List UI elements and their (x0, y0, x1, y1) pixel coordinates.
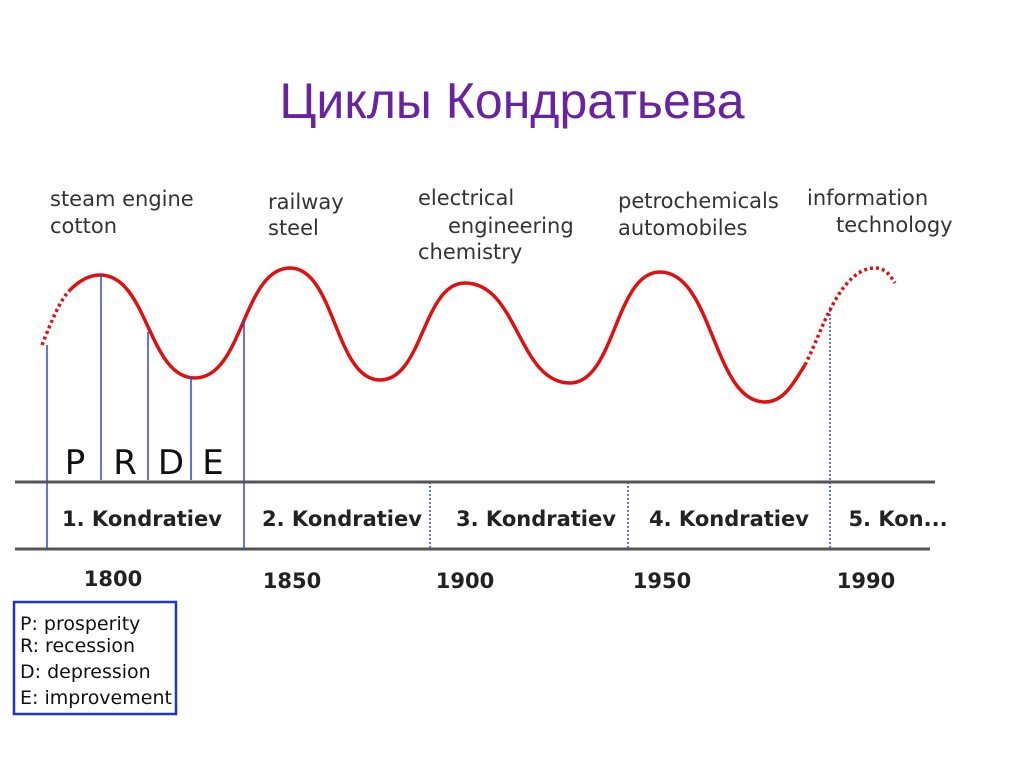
year: 1990 (837, 569, 895, 593)
wave-dotted (40, 288, 72, 346)
year: 1900 (436, 569, 494, 593)
title: Циклы Кондратьева (279, 73, 744, 129)
cycle-label: 3. Kondratiev (456, 507, 616, 531)
legend-entry: P: prosperity (20, 613, 140, 635)
cycle-label: 4. Kondratiev (649, 507, 809, 531)
innovation-line: steel (268, 216, 319, 240)
year: 1950 (633, 569, 691, 593)
innovation-line: steam engine (50, 187, 194, 211)
year: 1850 (263, 569, 321, 593)
year: 1800 (84, 567, 142, 591)
legend: P: prosperity R: recession D: depression… (20, 613, 172, 709)
phase-letter: R (113, 443, 137, 483)
innovation-line: technology (836, 213, 953, 237)
cycles: 1. Kondratiev 2. Kondratiev 3. Kondratie… (62, 507, 948, 531)
legend-box (12, 600, 178, 716)
legend-entry: D: depression (20, 661, 151, 683)
innovation-line: electrical (418, 186, 514, 210)
innovation-line: railway (268, 190, 344, 214)
innovation-line: information (807, 186, 928, 210)
legend-entry: E: improvement (20, 687, 172, 709)
innovation-line: automobiles (618, 216, 747, 240)
innovation-line: chemistry (418, 240, 522, 264)
phase-letter: E (202, 443, 223, 483)
phase-lines (46, 275, 831, 548)
innovation-line: engineering (448, 214, 574, 238)
phase-letter: P (65, 443, 86, 483)
innovations: steam engine cotton railway steel electr… (50, 186, 953, 264)
cycle-label: 1. Kondratiev (62, 507, 222, 531)
phase-letter: D (158, 443, 184, 483)
wave (68, 266, 807, 404)
legend-entry: R: recession (20, 635, 135, 657)
innovation-line: petrochemicals (618, 189, 779, 213)
cycle-label: 2. Kondratiev (262, 507, 422, 531)
phases: P R D E (65, 443, 224, 483)
years: 1800 1850 1900 1950 1990 (84, 567, 895, 593)
cycle-label: 5. Kon... (848, 507, 947, 531)
innovation-line: cotton (50, 214, 117, 238)
